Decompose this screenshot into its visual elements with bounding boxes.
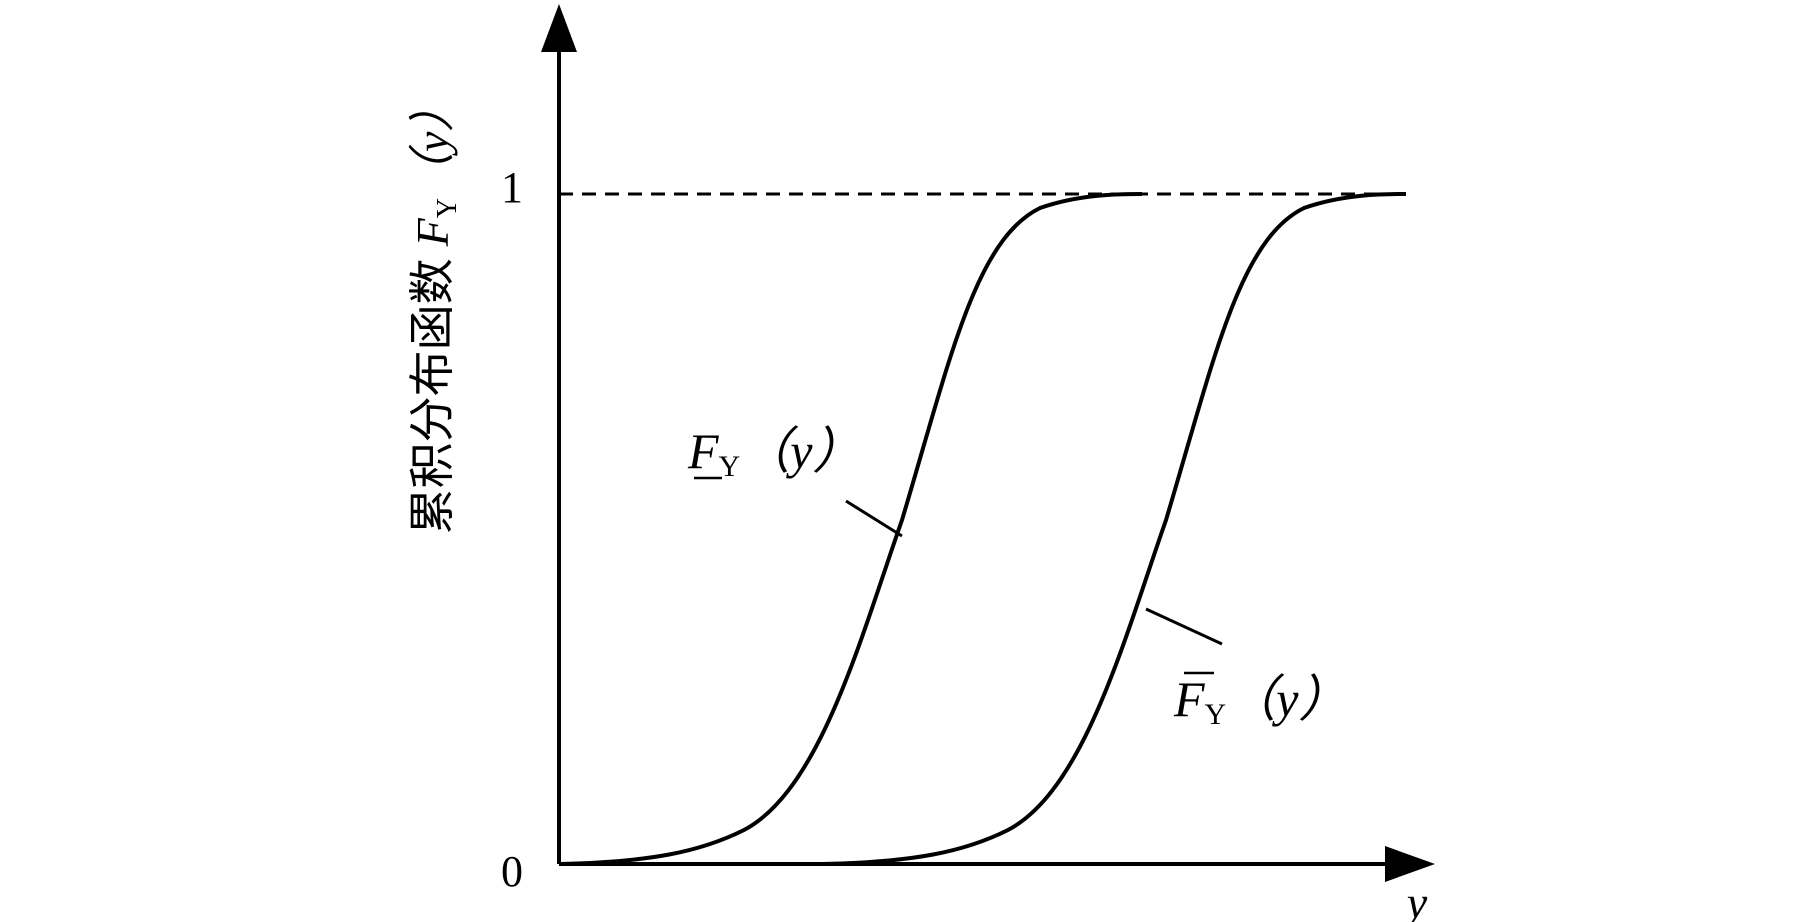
leader-line xyxy=(845,499,903,538)
curve-symbol: F xyxy=(687,423,719,479)
y-axis-arrow xyxy=(541,4,577,52)
tick-label: 0 xyxy=(501,847,523,896)
y-axis-label: 累积分布函数 FY（y） xyxy=(407,86,463,535)
lower-cdf-curve xyxy=(557,192,1144,866)
tick-label: 1 xyxy=(501,163,523,212)
label-subscript: Y xyxy=(432,198,463,218)
leader-line xyxy=(1145,607,1223,646)
curve-symbol: F xyxy=(1173,671,1205,727)
label-symbol: F xyxy=(407,217,458,247)
label-text: 累积分布函数 xyxy=(407,258,458,534)
curve-argument: （y） xyxy=(740,423,862,479)
curve-subscript: Y xyxy=(1205,698,1227,731)
x-axis-arrow xyxy=(1385,846,1435,882)
upper-cdf-curve xyxy=(821,192,1408,866)
curve-label: FY（y） xyxy=(687,423,862,483)
label-argument: （y） xyxy=(407,86,458,198)
curve-argument: （y） xyxy=(1226,671,1348,727)
x-axis-label: y xyxy=(1403,877,1428,922)
curve-label: FY（y） xyxy=(1173,671,1348,731)
curve-subscript: Y xyxy=(719,450,741,483)
